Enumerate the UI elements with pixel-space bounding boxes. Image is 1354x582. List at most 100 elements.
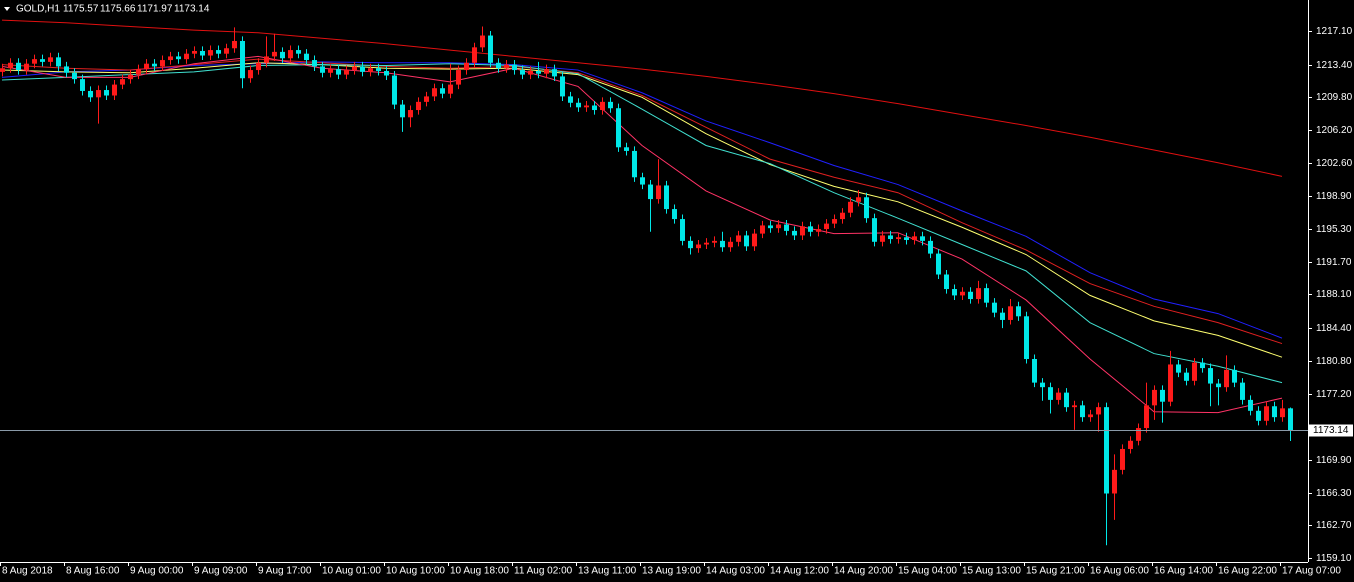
candle-body [1168, 364, 1173, 402]
candle-body [824, 223, 829, 230]
candle-body [672, 209, 677, 220]
candle-body [1256, 410, 1261, 421]
candle-body [864, 197, 869, 219]
candle-body [1048, 387, 1053, 400]
candle-body [472, 47, 477, 63]
x-tick-label: 11 Aug 02:00 [514, 566, 573, 577]
candle-body [808, 226, 813, 232]
moving-average-line [1, 55, 1283, 414]
candle-body [344, 70, 349, 75]
candle-body [152, 63, 157, 67]
candle-body [376, 68, 381, 71]
candle-body [952, 289, 957, 296]
y-tick-label: 1213.40 [1316, 60, 1353, 71]
candle-body [632, 150, 637, 178]
candle-body [72, 72, 77, 80]
x-tick-label: 8 Aug 2018 [2, 566, 53, 577]
candle-body [368, 68, 373, 72]
header-high: 1175.66 [100, 4, 136, 15]
candle-body [720, 240, 725, 248]
y-tick-label: 1180.80 [1316, 356, 1352, 367]
candle-body [1136, 428, 1141, 441]
candle-body [944, 274, 949, 290]
candle-body [584, 105, 589, 108]
candle-body [1240, 382, 1245, 400]
candle-body [872, 218, 877, 242]
candle-body [1088, 414, 1093, 418]
price-label: 1173.14 [1313, 425, 1349, 436]
y-tick-label: 1184.40 [1316, 323, 1352, 334]
candle-body [32, 59, 37, 64]
candle-body [1032, 359, 1037, 383]
candle-body [424, 96, 429, 102]
candle-body [176, 56, 181, 60]
candle-body [840, 212, 845, 220]
candle-body [976, 288, 981, 300]
plot-area [0, 19, 1293, 546]
symbol-menu-icon[interactable] [4, 7, 10, 11]
candle-body [1288, 408, 1293, 431]
candle-body [1176, 364, 1181, 373]
y-tick-label: 1169.90 [1316, 455, 1352, 466]
candle-body [160, 60, 165, 67]
candle-body [112, 84, 117, 96]
x-tick-label: 14 Aug 20:00 [834, 566, 893, 577]
candle-body [1000, 312, 1005, 320]
candle-body [664, 185, 669, 210]
candle-body [280, 51, 285, 59]
candle-body [552, 69, 557, 77]
y-tick-label: 1177.20 [1316, 389, 1352, 400]
candle-body [528, 70, 533, 75]
chart-title: GOLD,H1 [16, 4, 60, 15]
candle-body [1104, 407, 1109, 494]
candle-body [608, 101, 613, 109]
candle-body [520, 70, 525, 75]
candle-body [432, 88, 437, 97]
candle-body [1128, 440, 1133, 449]
candle-body [968, 291, 973, 300]
candle-body [928, 240, 933, 254]
candle-body [1264, 406, 1269, 421]
candle-body [560, 76, 565, 97]
candle-body [992, 302, 997, 313]
candle-body [1224, 369, 1229, 388]
x-tick-label: 16 Aug 22:00 [1218, 566, 1277, 577]
x-tick-label: 16 Aug 14:00 [1154, 566, 1213, 577]
candle-body [648, 184, 653, 200]
candle-body [816, 229, 821, 232]
x-tick-label: 9 Aug 17:00 [258, 566, 312, 577]
candle-body [800, 226, 805, 236]
candle-body [696, 244, 701, 249]
candle-body [304, 53, 309, 61]
candle-body [792, 230, 797, 236]
x-tick-label: 9 Aug 09:00 [194, 566, 248, 577]
candle-body [168, 56, 173, 61]
candle-body [392, 75, 397, 105]
candle-body [96, 90, 101, 98]
moving-average-line [1, 61, 1283, 339]
candle-body [1040, 382, 1045, 388]
candle-body [1200, 362, 1205, 369]
candle-body [192, 50, 197, 54]
x-tick-label: 10 Aug 10:00 [386, 566, 445, 577]
candle-body [272, 51, 277, 57]
y-tick-label: 1206.20 [1316, 125, 1353, 136]
candle-body [504, 64, 509, 69]
candle-body [880, 235, 885, 242]
candle-body [352, 66, 357, 71]
y-tick-label: 1209.80 [1316, 92, 1353, 103]
candle-body [200, 50, 205, 56]
candle-body [592, 105, 597, 111]
candle-body [480, 35, 485, 48]
moving-average-line [1, 58, 1283, 345]
candle-body [600, 101, 605, 111]
candle-body [416, 101, 421, 111]
candle-body [960, 291, 965, 296]
candle-body [888, 235, 893, 240]
candle-body [336, 69, 341, 75]
candle-body [1016, 306, 1021, 317]
candle-body [768, 225, 773, 229]
